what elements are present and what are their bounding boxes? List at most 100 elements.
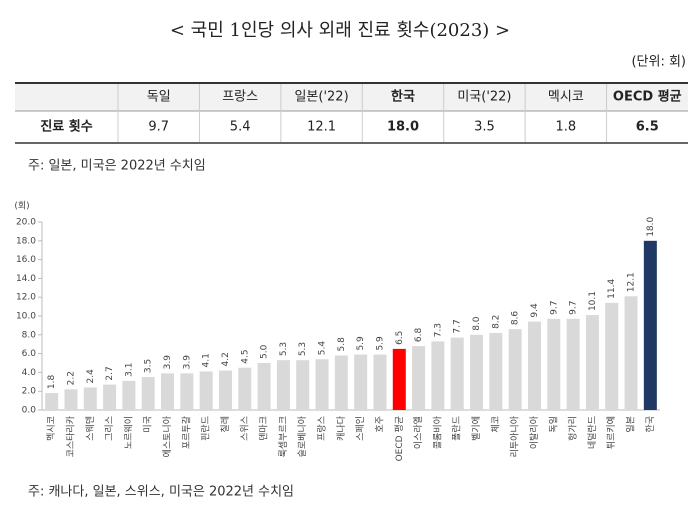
value-label: 3.9 (163, 355, 173, 370)
y-tick-label: 4.0 (22, 368, 37, 378)
value-label: 6.5 (395, 331, 405, 345)
x-tick-label: 슬로베니아 (297, 415, 308, 457)
bar (470, 334, 484, 410)
value-label: 12.1 (627, 272, 637, 292)
value-label: 7.3 (433, 323, 443, 337)
value-label: 9.4 (530, 303, 540, 318)
value-label: 8.0 (472, 316, 482, 331)
value-label: 2.4 (86, 369, 96, 384)
chart-note: 주: 캐나다, 일본, 스위스, 미국은 2022년 수치임 (28, 485, 294, 500)
column-header: 멕시코 (548, 90, 584, 105)
value-label: 4.5 (240, 349, 250, 363)
title: < 국민 1인당 의사 외래 진료 횟수(2023) > (170, 20, 510, 41)
x-tick-label: 한국 (645, 416, 656, 433)
bar (180, 373, 194, 410)
bar (412, 346, 426, 410)
bar (161, 373, 175, 410)
y-tick-label: 2.0 (22, 387, 37, 397)
bar (315, 359, 329, 410)
x-tick-label: 멕시코 (46, 416, 57, 441)
value-label: 6.8 (414, 327, 424, 342)
y-tick-label: 20.0 (16, 218, 36, 228)
x-tick-label: 미국 (143, 416, 154, 433)
x-tick-label: 포르투갈 (181, 416, 192, 449)
value-label: 1.8 (47, 374, 57, 389)
x-tick-label: 캐나다 (336, 415, 347, 441)
bar (141, 377, 155, 410)
x-tick-label: 체코 (490, 416, 501, 433)
bar (257, 363, 271, 410)
value-label: 18.0 (646, 216, 656, 236)
value-label: 4.1 (202, 353, 212, 367)
bar (83, 387, 97, 410)
bar (45, 393, 59, 410)
value-label: 8.2 (491, 315, 501, 329)
bar (566, 318, 580, 410)
y-tick-label: 6.0 (22, 349, 37, 359)
value-label: 2.2 (66, 371, 76, 385)
bar (238, 367, 252, 410)
x-tick-label: 벨기에 (471, 416, 482, 441)
bar (585, 315, 599, 410)
x-tick-label: 덴마크 (259, 416, 270, 441)
bar (122, 380, 136, 410)
bar (392, 348, 406, 410)
x-tick-label: 폴란드 (451, 416, 463, 441)
bar (624, 296, 638, 410)
value-label: 11.4 (607, 279, 617, 299)
y-tick-label: 16.0 (16, 255, 36, 265)
value-label: 5.9 (356, 336, 366, 351)
bar (547, 318, 561, 410)
x-tick-label: 헝가리 (568, 416, 579, 441)
row-header: 진료 횟수 (40, 119, 92, 135)
bar (354, 354, 368, 410)
bar (103, 384, 117, 410)
y-tick-label: 0.0 (22, 406, 37, 416)
value-label: 5.3 (298, 342, 308, 356)
cell: 18.0 (387, 120, 419, 135)
x-tick-label: 콜롬비아 (432, 415, 443, 449)
table-note: 주: 일본, 미국은 2022년 수치임 (28, 159, 206, 174)
value-label: 4.2 (221, 352, 231, 366)
x-tick-label: 튀르키예 (605, 416, 617, 449)
x-tick-label: 노르웨이 (122, 416, 134, 449)
column-header: OECD 평균 (613, 89, 682, 105)
cell: 12.1 (307, 120, 336, 135)
x-tick-label: 네덜란드 (586, 416, 598, 449)
cell: 3.5 (474, 120, 495, 135)
header-bg (15, 83, 688, 111)
x-tick-label: OECD 평균 (394, 416, 405, 461)
bar (605, 302, 619, 410)
value-label: 5.9 (375, 336, 385, 351)
bar (334, 355, 348, 410)
bar (508, 329, 522, 410)
value-label: 3.1 (124, 363, 134, 377)
y-tick-label: 8.0 (22, 330, 37, 340)
y-tick-label: 14.0 (16, 274, 36, 284)
column-header: 프랑스 (222, 90, 258, 105)
column-header: 한국 (391, 89, 415, 105)
bar (64, 389, 78, 410)
y-tick-label: 10.0 (16, 312, 36, 322)
bar (276, 360, 290, 410)
column-header: 독일 (147, 90, 171, 105)
x-tick-label: 이스라엘 (413, 416, 424, 449)
y-tick-label: 12.0 (16, 293, 36, 303)
x-tick-label: 그리스 (104, 416, 115, 441)
x-tick-label: 리투아니아 (510, 415, 521, 457)
bar (431, 341, 445, 410)
x-tick-label: 스페인 (355, 416, 366, 441)
x-tick-label: 칠레 (220, 416, 231, 433)
x-tick-label: 룩셈부르크 (278, 416, 289, 457)
column-header: 미국('22) (457, 90, 511, 105)
x-tick-label: 에스토니아 (162, 415, 173, 457)
column-header: 일본('22) (294, 90, 348, 105)
cell: 9.7 (148, 120, 169, 135)
x-tick-label: 스웨덴 (84, 416, 96, 441)
bar (450, 337, 464, 410)
x-tick-label: 프랑스 (316, 416, 328, 441)
value-label: 7.7 (453, 319, 463, 333)
value-label: 3.5 (144, 359, 154, 373)
